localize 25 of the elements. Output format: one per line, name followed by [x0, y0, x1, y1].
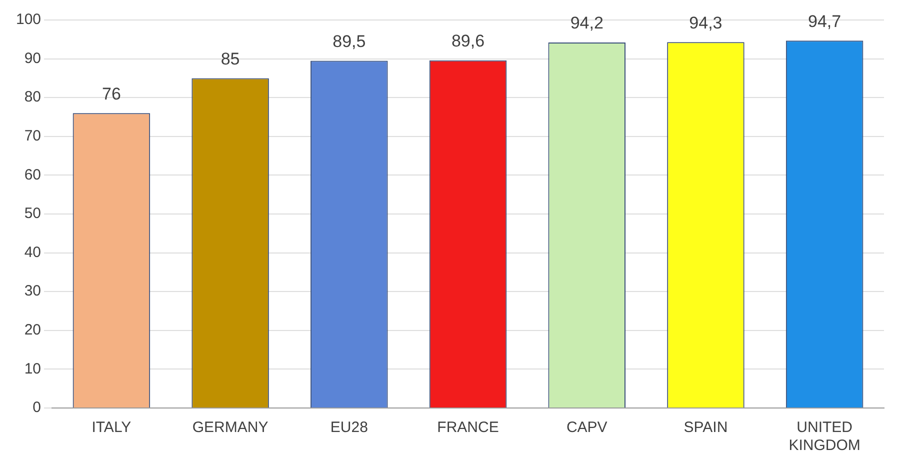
y-tick-label: 70 — [24, 128, 42, 145]
data-label: 76 — [102, 84, 121, 104]
x-tick-label: CAPV — [566, 419, 608, 436]
x-tick-label: FRANCE — [437, 419, 499, 436]
y-tick-label: 90 — [24, 50, 42, 67]
x-tick-label: EU28 — [330, 419, 368, 436]
x-tick-label: GERMANY — [192, 419, 268, 436]
x-tick-label: UNITED KINGDOM — [788, 419, 860, 454]
x-tick-label: SPAIN — [684, 419, 728, 436]
data-label: 89,6 — [451, 32, 485, 51]
y-tick-label: 10 — [24, 360, 42, 378]
data-label: 94,2 — [570, 14, 604, 33]
y-tick-label: 20 — [24, 322, 42, 339]
data-label: 85 — [220, 49, 240, 68]
data-label: 94,7 — [808, 12, 842, 31]
y-tick-label: 30 — [24, 282, 42, 300]
y-tick-label: 100 — [16, 11, 42, 28]
y-tick-label: 60 — [24, 166, 42, 184]
x-tick-label: ITALY — [92, 419, 132, 436]
data-label: 89,5 — [332, 32, 366, 51]
y-tick-label: 0 — [32, 399, 42, 416]
y-tick-label: 80 — [24, 88, 42, 106]
data-label: 94,3 — [689, 13, 722, 32]
y-tick-label: 40 — [24, 244, 42, 261]
y-tick-label: 50 — [24, 205, 42, 222]
